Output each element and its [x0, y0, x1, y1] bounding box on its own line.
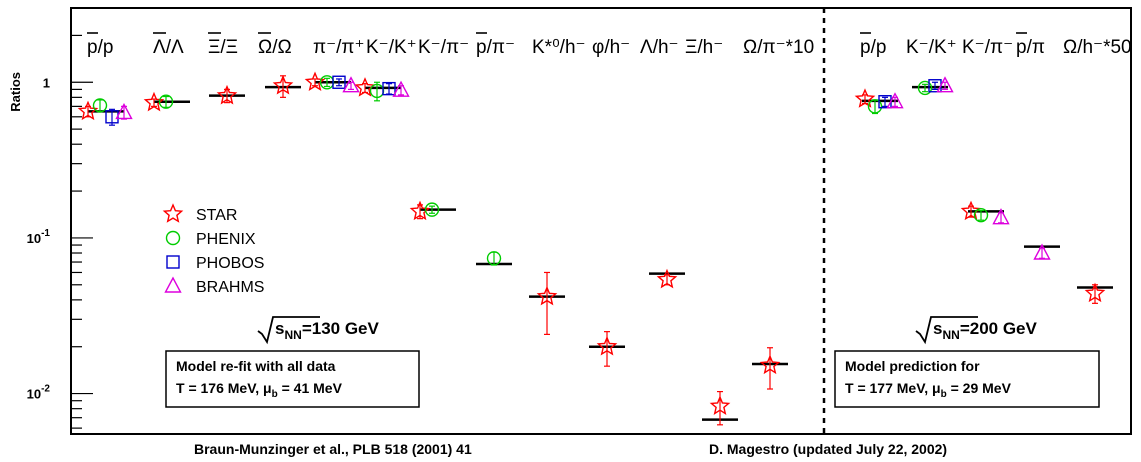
- star-marker: [596, 335, 618, 356]
- y-tick-label: 10-2: [27, 384, 51, 402]
- star-marker: [854, 88, 876, 108]
- energy-label: sNN=130 GeV: [275, 319, 380, 342]
- ratio-label: p/π: [1016, 37, 1045, 58]
- brahms-marker: [936, 76, 954, 93]
- brahms-marker: [115, 102, 133, 120]
- phenix-marker: [486, 251, 502, 266]
- legend-phobos-marker: [166, 255, 180, 269]
- brahms-marker: [392, 80, 410, 97]
- ratio-label: K*⁰/h⁻: [532, 37, 586, 58]
- ratio-label: K⁻/K⁺: [906, 37, 957, 58]
- caption-left: Braun-Munzinger et al., PLB 518 (2001) 4…: [194, 441, 472, 457]
- ratio-label: φ/h⁻: [592, 37, 630, 58]
- model-box-line2: T = 176 MeV, μb = 41 MeV: [176, 380, 343, 400]
- star-marker: [409, 200, 431, 221]
- star-marker: [656, 268, 678, 289]
- sqrt-sign: [915, 316, 978, 345]
- legend-star-label: STAR: [196, 207, 237, 224]
- phenix-marker: [92, 98, 108, 113]
- y-axis: 1 10-1 10-2: [27, 7, 93, 429]
- legend-star-marker: [162, 203, 184, 223]
- model-box: [165, 350, 420, 408]
- y-tick-label: 1: [43, 75, 50, 90]
- phenix-marker: [867, 99, 883, 114]
- ratio-label: Ξ/Ξ: [208, 37, 238, 58]
- brahms-marker: [992, 208, 1010, 225]
- phobos-marker: [332, 75, 346, 89]
- star-marker: [960, 200, 982, 221]
- caption-right: D. Magestro (updated July 22, 2002): [709, 441, 947, 457]
- ratio-label: K⁻/π⁻: [418, 37, 469, 58]
- legend-phobos-label: PHOBOS: [196, 255, 264, 272]
- ratio-label: Ω/π⁻*10: [743, 37, 814, 58]
- ratio-label: Λ/Λ: [153, 37, 184, 58]
- phenix-marker: [424, 202, 440, 217]
- ratio-label: Λ/h⁻: [640, 37, 679, 58]
- star-marker: [1084, 282, 1106, 303]
- star-marker: [216, 84, 238, 105]
- model-box: [834, 350, 1100, 408]
- phenix-marker: [158, 94, 174, 109]
- ratio-label: Ω/Ω: [258, 37, 292, 58]
- energy-labels: sNN=130 GeV sNN=200 GeV: [257, 316, 1038, 345]
- ratio-label: p/π⁻: [476, 37, 515, 58]
- ratio-label: Ω/h⁻*50: [1063, 37, 1132, 58]
- plot-frame: [70, 7, 1132, 435]
- phobos-marker: [382, 81, 396, 96]
- ratio-label: Ξ/h⁻: [685, 37, 723, 58]
- brahms-marker: [342, 76, 360, 93]
- ratio-label: p/p: [87, 37, 113, 58]
- star-marker: [759, 354, 781, 375]
- phenix-marker: [973, 207, 989, 223]
- model-box-line2: T = 177 MeV, μb = 29 MeV: [845, 380, 1012, 400]
- star-marker: [536, 285, 558, 306]
- brahms-marker: [1033, 243, 1051, 260]
- sqrt-sign: [257, 316, 320, 345]
- legend-brahms-marker: [164, 276, 182, 293]
- model-box-line1: Model re-fit with all data: [176, 358, 336, 374]
- legend-brahms-label: BRAHMS: [196, 279, 264, 296]
- legend: STAR PHENIX PHOBOS BRAHMS: [162, 203, 264, 296]
- ratio-labels: p/p Λ/Λ Ξ/Ξ Ω/Ω π⁻/π⁺ K⁻/K⁺ K⁻/π⁻ p/π⁻ K*⁰/h⁻ φ/h…: [87, 32, 1132, 58]
- brahms-marker: [886, 92, 904, 109]
- phenix-marker: [917, 80, 933, 96]
- star-marker: [272, 74, 294, 95]
- star-marker: [709, 395, 731, 415]
- y-axis-title: Ratios: [8, 72, 23, 112]
- ratio-label: K⁻/π⁻: [962, 37, 1013, 58]
- model-box-line1: Model prediction for: [845, 358, 980, 374]
- data-points: [77, 71, 1106, 426]
- energy-label: sNN=200 GeV: [933, 319, 1038, 342]
- model-boxes: Model re-fit with all data T = 176 MeV, μ…: [165, 350, 1100, 408]
- y-tick-label: 10-1: [27, 228, 51, 246]
- legend-phenix-label: PHENIX: [196, 231, 256, 248]
- legend-phenix-marker: [165, 230, 181, 246]
- ratio-label: π⁻/π⁺: [313, 37, 365, 58]
- ratio-label: K⁻/K⁺: [366, 37, 417, 58]
- star-marker: [354, 77, 376, 97]
- ratio-label: p/p: [860, 37, 886, 58]
